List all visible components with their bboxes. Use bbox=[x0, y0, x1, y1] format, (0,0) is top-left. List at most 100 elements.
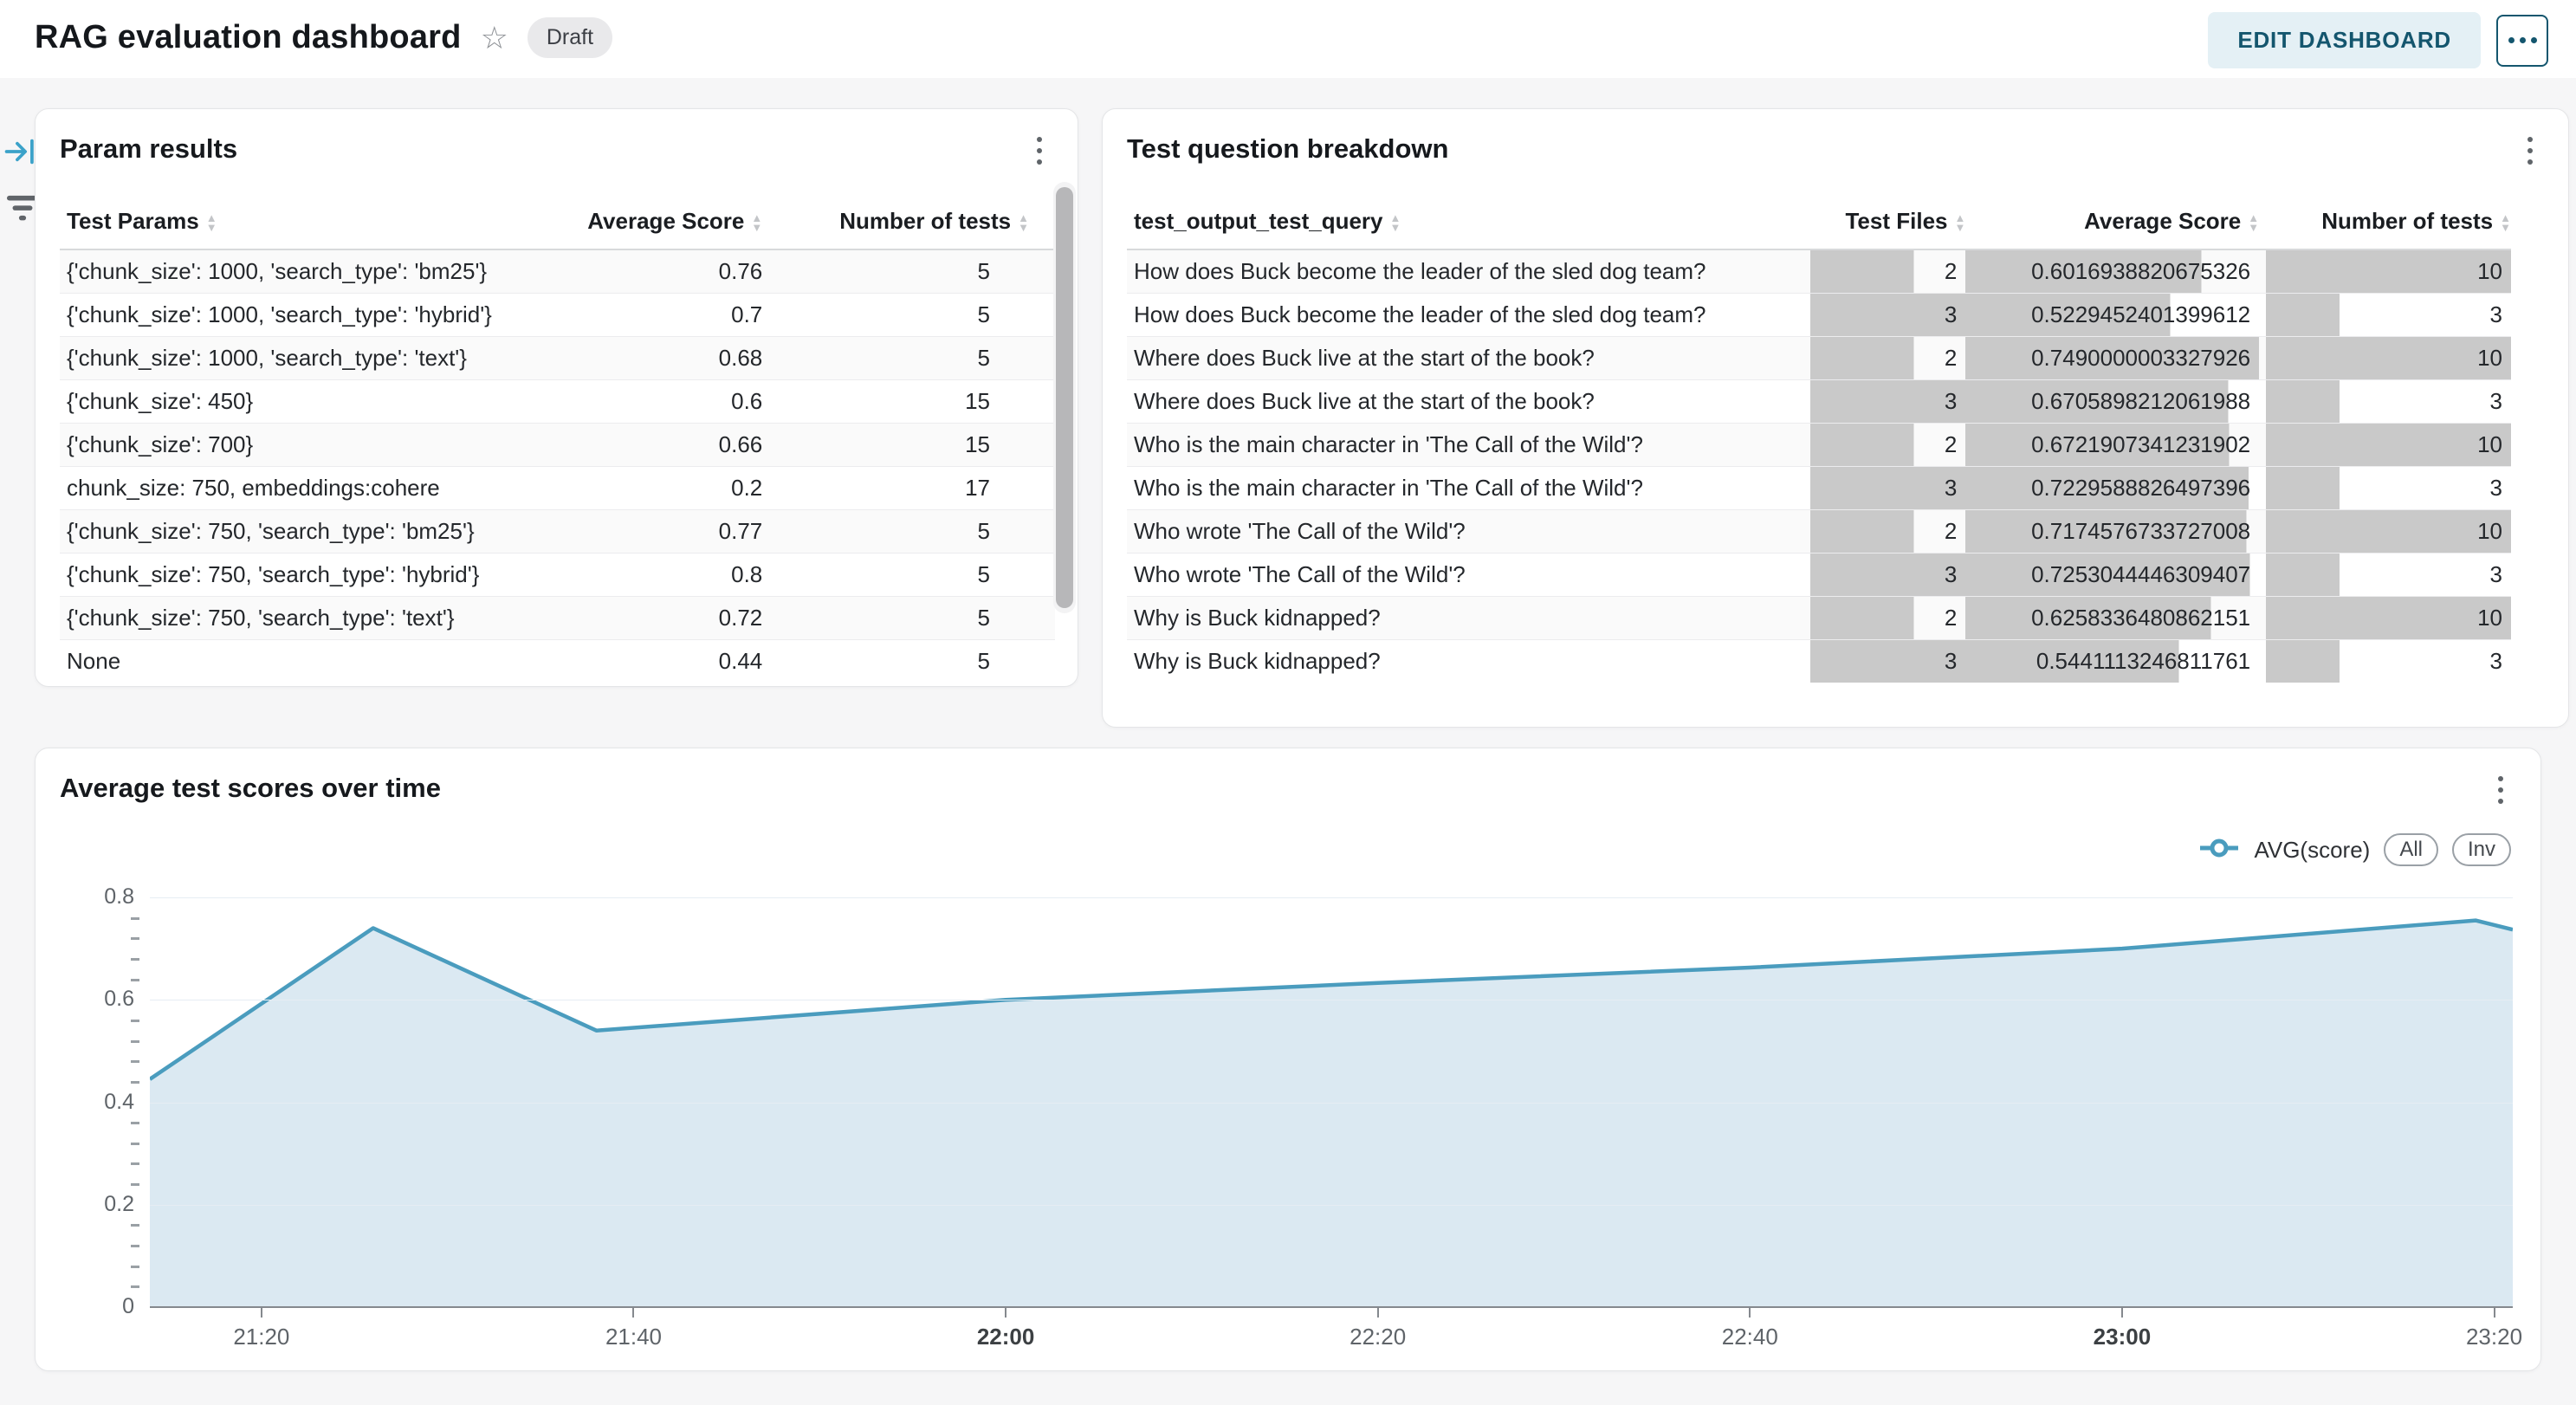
table-row[interactable]: Who is the main character in 'The Call o… bbox=[1127, 422, 2511, 466]
legend-all-button[interactable]: All bbox=[2384, 833, 2438, 866]
series-label[interactable]: AVG(score) bbox=[2254, 836, 2371, 863]
question-breakdown-table: test_output_test_query ▲ ▼ Test Files ▲ ▼ Av… bbox=[1127, 196, 2535, 683]
sort-icon: ▲ ▼ bbox=[1389, 211, 1401, 235]
x-axis-tick bbox=[260, 1307, 262, 1318]
data-bar: 3 bbox=[1810, 467, 1966, 509]
cell-test-params: {'chunk_size': 1000, 'search_type': 'hyb… bbox=[60, 292, 528, 336]
table-row[interactable]: {'chunk_size': 750, 'search_type': 'bm25… bbox=[60, 508, 1055, 553]
data-bar: 0.5229452401399612 bbox=[1965, 294, 2260, 336]
column-header-test-query[interactable]: test_output_test_query ▲ ▼ bbox=[1127, 196, 1811, 250]
cell-number-of-tests: 5 bbox=[776, 508, 1055, 553]
table-row[interactable]: {'chunk_size': 750, 'search_type': 'hybr… bbox=[60, 552, 1055, 596]
data-bar: 10 bbox=[2266, 424, 2511, 466]
cell-test-files: 2 bbox=[1810, 249, 1966, 293]
cell-average-score: 0.68 bbox=[527, 335, 777, 379]
column-header-number-of-tests[interactable]: Number of tests ▲ ▼ bbox=[2259, 196, 2511, 250]
cell-test-files: 3 bbox=[1810, 638, 1966, 683]
line-chart-plot-area[interactable]: 0 0.2 0.4 0.6 0.8 21:20 21:40 22:00 22:20 22:40 23… bbox=[104, 884, 2522, 1350]
cell-average-score: 0.6705898212061988 bbox=[1965, 379, 2260, 423]
data-bar: 2 bbox=[1810, 337, 1966, 379]
more-options-button[interactable] bbox=[2496, 14, 2548, 67]
y-axis-minor-tick bbox=[131, 1245, 139, 1248]
y-axis-minor-tick bbox=[131, 916, 139, 920]
cell-test-params: {'chunk_size': 1000, 'search_type': 'bm2… bbox=[67, 257, 488, 284]
star-icon[interactable]: ☆ bbox=[480, 19, 508, 55]
filter-icon[interactable] bbox=[3, 191, 42, 227]
x-axis-label: 21:40 bbox=[605, 1324, 663, 1350]
edit-dashboard-button[interactable]: EDIT DASHBOARD bbox=[2208, 12, 2481, 68]
table-row[interactable]: Who is the main character in 'The Call o… bbox=[1127, 465, 2511, 509]
table-row[interactable]: chunk_size: 750, embeddings:cohere 0.2 17 bbox=[60, 465, 1055, 509]
cell-average-score: 0.7229588826497396 bbox=[1965, 465, 2260, 509]
column-header-test-params[interactable]: Test Params ▲ ▼ bbox=[60, 196, 528, 250]
panel-menu-button[interactable] bbox=[2513, 130, 2547, 172]
y-axis-minor-tick bbox=[131, 1039, 139, 1043]
cell-test-params: {'chunk_size': 750, 'search_type': 'hybr… bbox=[60, 552, 528, 596]
table-row[interactable]: {'chunk_size': 1000, 'search_type': 'hyb… bbox=[60, 292, 1055, 336]
data-bar: 10 bbox=[2266, 250, 2511, 293]
cell-number-of-tests: 5 bbox=[977, 257, 990, 284]
expand-panel-icon[interactable] bbox=[3, 137, 42, 171]
column-header-average-score[interactable]: Average Score ▲ ▼ bbox=[1965, 196, 2260, 250]
column-header-average-score[interactable]: Average Score ▲ ▼ bbox=[527, 196, 777, 250]
table-row[interactable]: None 0.44 5 bbox=[60, 638, 1055, 683]
cell-average-score: 0.2 bbox=[527, 465, 777, 509]
panel-menu-button[interactable] bbox=[2483, 769, 2518, 811]
cell-average-score: 0.7 bbox=[527, 292, 777, 336]
data-bar: 3 bbox=[1810, 380, 1966, 423]
cell-test-query: How does Buck become the leader of the s… bbox=[1127, 292, 1811, 336]
data-bar: 3 bbox=[2266, 380, 2511, 423]
cell-average-score: 0.6016938820675326 bbox=[1965, 249, 2260, 293]
param-results-panel: Param results Test Params ▲ ▼ Average Scor… bbox=[35, 108, 1078, 687]
cell-test-params: {'chunk_size': 450} bbox=[60, 379, 528, 423]
y-axis-minor-tick bbox=[131, 937, 139, 941]
cell-test-params: chunk_size: 750, embeddings:cohere bbox=[60, 465, 528, 509]
table-row[interactable]: Who wrote 'The Call of the Wild'? 3 0.7253… bbox=[1127, 552, 2511, 596]
table-row[interactable]: Where does Buck live at the start of the… bbox=[1127, 379, 2511, 423]
data-bar: 0.7174576733727008 bbox=[1965, 510, 2260, 553]
table-row[interactable]: Why is Buck kidnapped? 2 0.625833648086215… bbox=[1127, 595, 2511, 639]
y-axis-minor-tick bbox=[131, 1224, 139, 1227]
data-bar: 10 bbox=[2266, 597, 2511, 639]
table-row[interactable]: How does Buck become the leader of the s… bbox=[1127, 249, 2511, 293]
table-row[interactable]: Who wrote 'The Call of the Wild'? 2 0.7174… bbox=[1127, 508, 2511, 553]
legend-inv-button[interactable]: Inv bbox=[2451, 833, 2511, 866]
sort-icon: ▲ ▼ bbox=[2248, 211, 2260, 235]
cell-number-of-tests: 10 bbox=[2259, 335, 2511, 379]
table-row[interactable]: {'chunk_size': 1000, 'search_type': 'bm2… bbox=[60, 249, 1055, 293]
x-axis-label: 22:00 bbox=[976, 1324, 1035, 1350]
cell-number-of-tests: 5 bbox=[776, 335, 1055, 379]
sort-icon: ▲ ▼ bbox=[1954, 211, 1966, 235]
data-bar: 2 bbox=[1810, 250, 1966, 293]
table-row[interactable]: Where does Buck live at the start of the… bbox=[1127, 335, 2511, 379]
cell-test-query: Why is Buck kidnapped? bbox=[1127, 595, 1811, 639]
cell-test-query: Where does Buck live at the start of the… bbox=[1127, 379, 1811, 423]
scrollbar-thumb[interactable] bbox=[1056, 187, 1073, 608]
cell-number-of-tests: 17 bbox=[776, 465, 1055, 509]
panel-menu-button[interactable] bbox=[1022, 130, 1057, 172]
y-axis-minor-tick bbox=[131, 1265, 139, 1268]
y-axis-label: 0.4 bbox=[104, 1089, 134, 1114]
table-row[interactable]: {'chunk_size': 700} 0.66 15 bbox=[60, 422, 1055, 466]
page-title: RAG evaluation dashboard bbox=[35, 19, 462, 55]
table-row[interactable]: Why is Buck kidnapped? 3 0.544111324681176… bbox=[1127, 638, 2511, 683]
table-row[interactable]: {'chunk_size': 750, 'search_type': 'text… bbox=[60, 595, 1055, 639]
cell-test-files: 3 bbox=[1810, 292, 1966, 336]
side-controls bbox=[3, 137, 42, 227]
table-row[interactable]: How does Buck become the leader of the s… bbox=[1127, 292, 2511, 336]
table-row[interactable]: {'chunk_size': 1000, 'search_type': 'tex… bbox=[60, 335, 1055, 379]
x-axis-tick bbox=[2493, 1307, 2495, 1318]
cell-test-query: How does Buck become the leader of the s… bbox=[1134, 257, 1706, 284]
cell-test-params: None bbox=[60, 638, 528, 683]
cell-average-score: 0.44 bbox=[527, 638, 777, 683]
ellipsis-icon bbox=[2508, 37, 2515, 43]
column-header-number-of-tests[interactable]: Number of tests ▲ ▼ bbox=[776, 196, 1055, 250]
cell-average-score: 0.77 bbox=[527, 508, 777, 553]
data-bar: 3 bbox=[2266, 467, 2511, 509]
column-header-test-files[interactable]: Test Files ▲ ▼ bbox=[1810, 196, 1966, 250]
cell-test-files: 2 bbox=[1810, 335, 1966, 379]
table-row[interactable]: {'chunk_size': 450} 0.6 15 bbox=[60, 379, 1055, 423]
y-axis-minor-tick bbox=[131, 1285, 139, 1289]
cell-number-of-tests: 3 bbox=[2259, 379, 2511, 423]
series-marker-icon[interactable] bbox=[2198, 837, 2240, 864]
